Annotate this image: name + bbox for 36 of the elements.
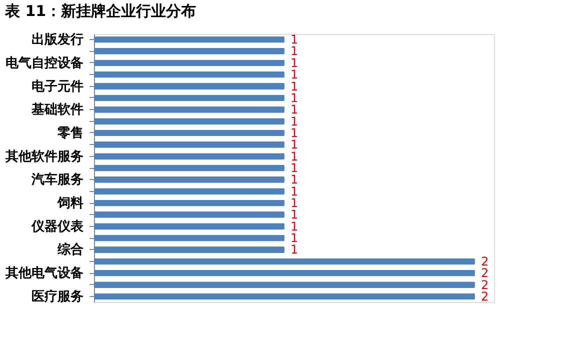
y-tick-label: 基础软件 xyxy=(30,102,84,118)
y-tick-label: 综合 xyxy=(56,242,84,258)
y-tick-label: 电气自控设备 xyxy=(6,56,84,71)
y-tick-label: 其他软件服务 xyxy=(4,149,84,164)
data-label: 1 xyxy=(290,208,298,222)
data-label: 1 xyxy=(290,114,298,128)
y-tick-label: 零售 xyxy=(56,126,84,141)
data-label: 1 xyxy=(290,126,298,140)
data-label: 1 xyxy=(290,161,298,175)
chart-title: 表 11：新挂牌企业行业分布 xyxy=(4,2,196,20)
data-label: 1 xyxy=(290,242,298,257)
data-label: 1 xyxy=(290,196,298,210)
y-tick-label: 仪器仪表 xyxy=(30,219,84,234)
data-label: 1 xyxy=(290,149,298,164)
data-label: 1 xyxy=(290,68,298,82)
data-label: 2 xyxy=(480,254,489,268)
data-label: 2 xyxy=(480,289,489,304)
y-tick-label: 其他电气设备 xyxy=(4,266,84,282)
data-label: 2 xyxy=(480,278,489,292)
y-tick-label: 饲料 xyxy=(56,196,84,212)
data-label: 1 xyxy=(290,90,298,105)
data-label: 1 xyxy=(290,138,298,152)
y-tick-label: 医疗服务 xyxy=(32,288,84,304)
data-label: 1 xyxy=(290,172,298,187)
data-label: 1 xyxy=(290,231,298,246)
data-label: 1 xyxy=(290,44,298,58)
data-label: 1 xyxy=(290,184,298,198)
y-tick-label: 出版发行 xyxy=(32,32,84,48)
y-tick-label: 电子元件 xyxy=(32,79,84,94)
data-label: 1 xyxy=(290,56,298,70)
data-label: 1 xyxy=(290,219,298,234)
data-label: 2 xyxy=(480,266,489,280)
data-label: 1 xyxy=(290,79,298,94)
data-label: 1 xyxy=(290,32,298,47)
data-label: 1 xyxy=(290,102,298,117)
y-tick-label: 汽车服务 xyxy=(30,172,84,188)
